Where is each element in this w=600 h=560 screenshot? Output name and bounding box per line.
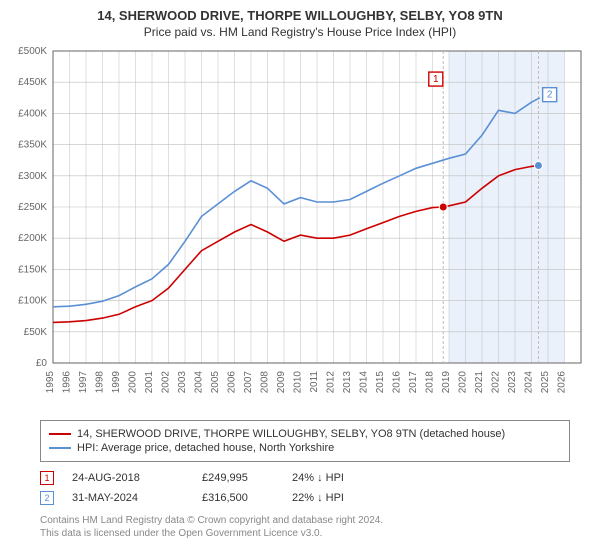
sale-price: £316,500 (202, 492, 292, 504)
svg-text:2008: 2008 (260, 371, 271, 394)
sale-marker: 2 (40, 491, 54, 505)
chart-area: £0 £50K £100K £150K £200K £250K £300K £350K £400… (5, 45, 595, 410)
legend-label: 14, SHERWOOD DRIVE, THORPE WILLOUGHBY, S… (77, 428, 505, 440)
footer-attribution: Contains HM Land Registry data © Crown c… (40, 514, 570, 540)
svg-text:2001: 2001 (144, 371, 155, 394)
svg-text:2025: 2025 (540, 371, 551, 394)
chart-subtitle: Price paid vs. HM Land Registry's House … (0, 23, 600, 45)
svg-text:£500K: £500K (18, 46, 47, 57)
svg-text:2007: 2007 (243, 371, 254, 394)
svg-text:2015: 2015 (375, 371, 386, 394)
svg-text:2017: 2017 (408, 371, 419, 394)
sale-date: 24-AUG-2018 (72, 472, 202, 484)
svg-text:2016: 2016 (392, 371, 403, 394)
legend-swatch (49, 433, 71, 435)
legend: 14, SHERWOOD DRIVE, THORPE WILLOUGHBY, S… (40, 420, 570, 462)
footer-line-2: This data is licensed under the Open Gov… (40, 527, 570, 540)
svg-text:2024: 2024 (524, 371, 535, 394)
chart-title: 14, SHERWOOD DRIVE, THORPE WILLOUGHBY, S… (0, 0, 600, 23)
svg-text:£150K: £150K (18, 264, 47, 275)
svg-text:£250K: £250K (18, 202, 47, 213)
svg-text:2: 2 (547, 90, 553, 101)
svg-text:£100K: £100K (18, 296, 47, 307)
sale-date: 31-MAY-2024 (72, 492, 202, 504)
svg-text:2013: 2013 (342, 371, 353, 394)
svg-text:2000: 2000 (128, 371, 139, 394)
svg-text:2020: 2020 (458, 371, 469, 394)
legend-label: HPI: Average price, detached house, Nort… (77, 442, 334, 454)
svg-text:£350K: £350K (18, 140, 47, 151)
sale-delta: 22% ↓ HPI (292, 492, 412, 504)
svg-text:2010: 2010 (293, 371, 304, 394)
svg-text:1995: 1995 (45, 371, 56, 394)
legend-row: HPI: Average price, detached house, Nort… (49, 441, 561, 455)
sale-row: 2 31-MAY-2024£316,50022% ↓ HPI (40, 488, 570, 508)
sale-delta: 24% ↓ HPI (292, 472, 412, 484)
svg-text:2011: 2011 (309, 371, 320, 393)
sale-marker: 1 (40, 471, 54, 485)
svg-text:2021: 2021 (474, 371, 485, 394)
svg-text:1997: 1997 (78, 371, 89, 394)
svg-text:2006: 2006 (227, 371, 238, 394)
svg-text:2014: 2014 (359, 371, 370, 394)
sales-table: 1 24-AUG-2018£249,99524% ↓ HPI 2 31-MAY-202… (40, 468, 570, 508)
svg-text:2004: 2004 (194, 371, 205, 394)
svg-text:£450K: £450K (18, 77, 47, 88)
svg-text:1998: 1998 (95, 371, 106, 394)
chart-container: 14, SHERWOOD DRIVE, THORPE WILLOUGHBY, S… (0, 0, 600, 540)
svg-text:2005: 2005 (210, 371, 221, 394)
svg-text:1: 1 (433, 74, 439, 85)
svg-text:2022: 2022 (491, 371, 502, 394)
svg-text:1996: 1996 (62, 371, 73, 394)
svg-text:£0: £0 (36, 358, 48, 369)
line-chart-svg: £0 £50K £100K £150K £200K £250K £300K £350K £400… (5, 45, 595, 405)
sale-price: £249,995 (202, 472, 292, 484)
svg-text:£200K: £200K (18, 233, 47, 244)
svg-text:2018: 2018 (425, 371, 436, 394)
sale-row: 1 24-AUG-2018£249,99524% ↓ HPI (40, 468, 570, 488)
svg-text:2026: 2026 (557, 371, 568, 394)
svg-text:2023: 2023 (507, 371, 518, 394)
legend-swatch (49, 447, 71, 449)
svg-text:2003: 2003 (177, 371, 188, 394)
svg-text:2019: 2019 (441, 371, 452, 394)
svg-text:1999: 1999 (111, 371, 122, 394)
footer-line-1: Contains HM Land Registry data © Crown c… (40, 514, 570, 527)
svg-text:2012: 2012 (326, 371, 337, 394)
svg-text:£300K: £300K (18, 171, 47, 182)
legend-row: 14, SHERWOOD DRIVE, THORPE WILLOUGHBY, S… (49, 427, 561, 441)
svg-text:2002: 2002 (161, 371, 172, 394)
svg-text:2009: 2009 (276, 371, 287, 394)
svg-text:£50K: £50K (24, 327, 48, 338)
svg-text:£400K: £400K (18, 108, 47, 119)
